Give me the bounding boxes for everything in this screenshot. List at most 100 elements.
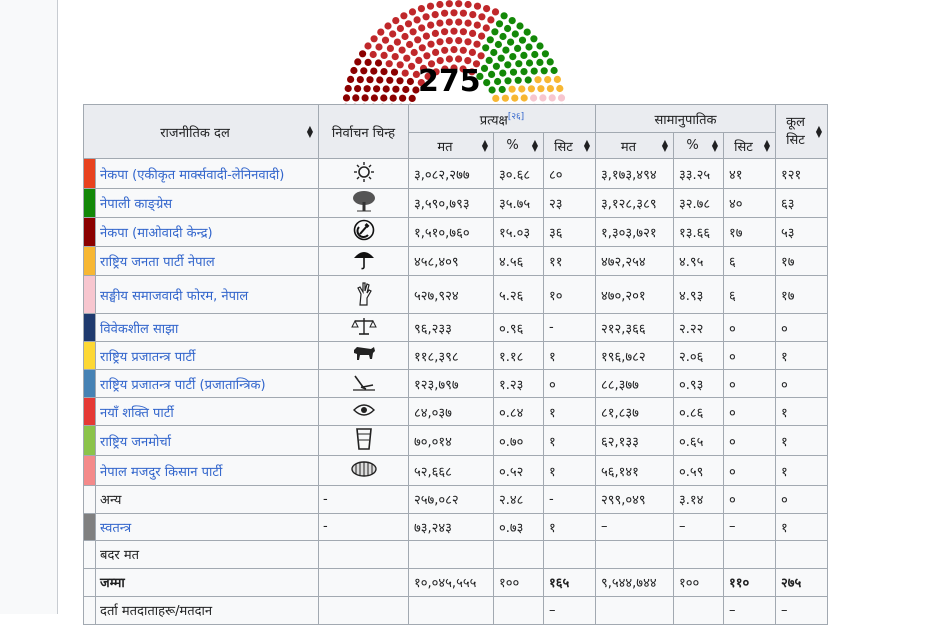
party-name[interactable]: नयाँ शक्ति पार्टी [96, 398, 319, 426]
party-name[interactable]: नेकपा (माओवादी केन्द्र) [96, 218, 319, 247]
sort-icon[interactable]: ▲▼ [712, 140, 718, 152]
seat-dot [514, 45, 521, 52]
col-fptp-seats[interactable]: सिट ▲▼ [544, 133, 596, 159]
election-symbol [319, 398, 409, 426]
seat-dot [360, 67, 367, 74]
blank-cell [319, 568, 409, 596]
cell-pr-votes: २९९,०४९ [596, 486, 674, 514]
sort-icon[interactable]: ▲▼ [307, 126, 313, 138]
seat-dot [402, 86, 409, 93]
sort-icon[interactable]: ▲▼ [662, 140, 668, 152]
col-fptp-votes[interactable]: मत▲▼ [409, 133, 494, 159]
sort-icon[interactable]: ▲▼ [482, 140, 488, 152]
fptp-label: प्रत्यक्ष [480, 113, 508, 128]
cell-fptp-seats: १ [544, 398, 596, 426]
sort-icon[interactable]: ▲▼ [764, 140, 770, 152]
seat-dot [536, 42, 543, 49]
cell-fptp-pct: १०० [494, 568, 544, 596]
party-name[interactable]: राष्ट्रिय प्रजातन्त्र पार्टी [96, 342, 319, 370]
seat-dot [373, 85, 380, 92]
party-name[interactable]: नेकपा (एकीकृत मार्क्सवादी-लेनिनवादी) [96, 159, 319, 189]
party-name[interactable]: विवेकशील साझा [96, 314, 319, 342]
seat-dot [371, 94, 378, 101]
cell-pr-seats: ६ [724, 276, 776, 314]
party-name[interactable]: सङ्घीय समाजवादी फोरम, नेपाल [96, 276, 319, 314]
seat-dot [392, 53, 399, 60]
cell-pr-seats: ० [724, 370, 776, 398]
party-color-swatch [84, 159, 96, 189]
election-symbol [319, 314, 409, 342]
election-symbol [319, 541, 409, 569]
col-pr-votes[interactable]: मत▲▼ [596, 133, 674, 159]
seat-dot [521, 94, 528, 101]
sort-icon[interactable]: ▲▼ [816, 126, 822, 138]
seat-dot [515, 77, 522, 84]
cell-pr-seats: ० [724, 426, 776, 456]
cell-fptp-pct: ०.५२ [494, 456, 544, 486]
seat-dot [427, 41, 434, 48]
election-symbol [319, 247, 409, 276]
col-total-header[interactable]: कूल सिट ▲▼ [776, 105, 828, 159]
seat-dot [460, 47, 467, 54]
seat-dot [512, 30, 519, 37]
cell-pr-votes: – [596, 513, 674, 541]
sort-icon[interactable]: ▲▼ [532, 140, 538, 152]
party-name[interactable]: राष्ट्रिय जनता पार्टी नेपाल [96, 247, 319, 276]
party-name[interactable]: नेपाल मजदुर किसान पार्टी [96, 456, 319, 486]
cell-pr-votes: ९,५४४,७४४ [596, 568, 674, 596]
seat-dot [510, 69, 517, 76]
col-pr-pct[interactable]: %▲▼ [674, 133, 724, 159]
seat-dot [496, 20, 503, 27]
cell-pr-votes: ६२,१३३ [596, 426, 674, 456]
blank-cell [84, 568, 96, 596]
cell-fptp-pct: ०.९६ [494, 314, 544, 342]
seat-dot [487, 36, 494, 43]
cell-pr-pct: १३.६६ [674, 218, 724, 247]
registered-voters-row: दर्ता मतदाताहरू/मतदान––– [84, 596, 828, 624]
seat-dot [473, 41, 480, 48]
election-symbol [319, 426, 409, 456]
party-name[interactable]: राष्ट्रिय जनमोर्चा [96, 426, 319, 456]
party-color-swatch [84, 189, 96, 218]
col-pr-seats[interactable]: सिट▲▼ [724, 133, 776, 159]
seat-dot [410, 28, 417, 35]
cell-fptp-pct: ४.५६ [494, 247, 544, 276]
seat-dot [343, 94, 350, 101]
seat-dot [474, 22, 481, 29]
cell-fptp-pct: ०.७० [494, 426, 544, 456]
seat-dot [530, 94, 537, 101]
seat-dot [531, 68, 538, 75]
cell-fptp-pct: ३५.७५ [494, 189, 544, 218]
seat-dot [441, 10, 448, 17]
cell-fptp-seats: ८० [544, 159, 596, 189]
seat-dot [407, 78, 414, 85]
seat-dot [441, 47, 448, 54]
cell-fptp-votes: २५७,०८२ [409, 486, 494, 514]
seat-dot [382, 37, 389, 44]
registered-label: दर्ता मतदाताहरू/मतदान [96, 596, 319, 624]
cell-fptp-seats: २३ [544, 189, 596, 218]
seat-dot [370, 68, 377, 75]
cell-total: – [776, 596, 828, 624]
cell-pr-votes: २१२,३६६ [596, 314, 674, 342]
seat-dot [482, 44, 489, 51]
col-party-header[interactable]: राजनीतिक दल ▲▼ [84, 105, 319, 159]
cell-fptp-seats: १६५ [544, 568, 596, 596]
party-color-swatch [84, 541, 96, 569]
party-name[interactable]: राष्ट्रिय प्रजातन्त्र पार्टी (प्रजातान्त… [96, 370, 319, 398]
seat-dot [483, 5, 490, 12]
sort-icon[interactable]: ▲▼ [584, 140, 590, 152]
cell-total: १७ [776, 247, 828, 276]
party-name[interactable]: स्वतन्त्र [96, 513, 319, 541]
col-fptp-pct[interactable]: %▲▼ [494, 133, 544, 159]
party-name[interactable]: नेपाली काङ्ग्रेस [96, 189, 319, 218]
fptp-reference-link[interactable]: [२६] [508, 112, 524, 122]
seat-dot [397, 61, 404, 68]
left-sidebar-strip [0, 0, 58, 614]
col-label: सिट [554, 140, 573, 155]
seat-dot [359, 50, 366, 57]
seat-dot [381, 52, 388, 59]
cell-fptp-seats: - [544, 486, 596, 514]
seat-dot [499, 70, 506, 77]
sun-icon [353, 172, 375, 187]
